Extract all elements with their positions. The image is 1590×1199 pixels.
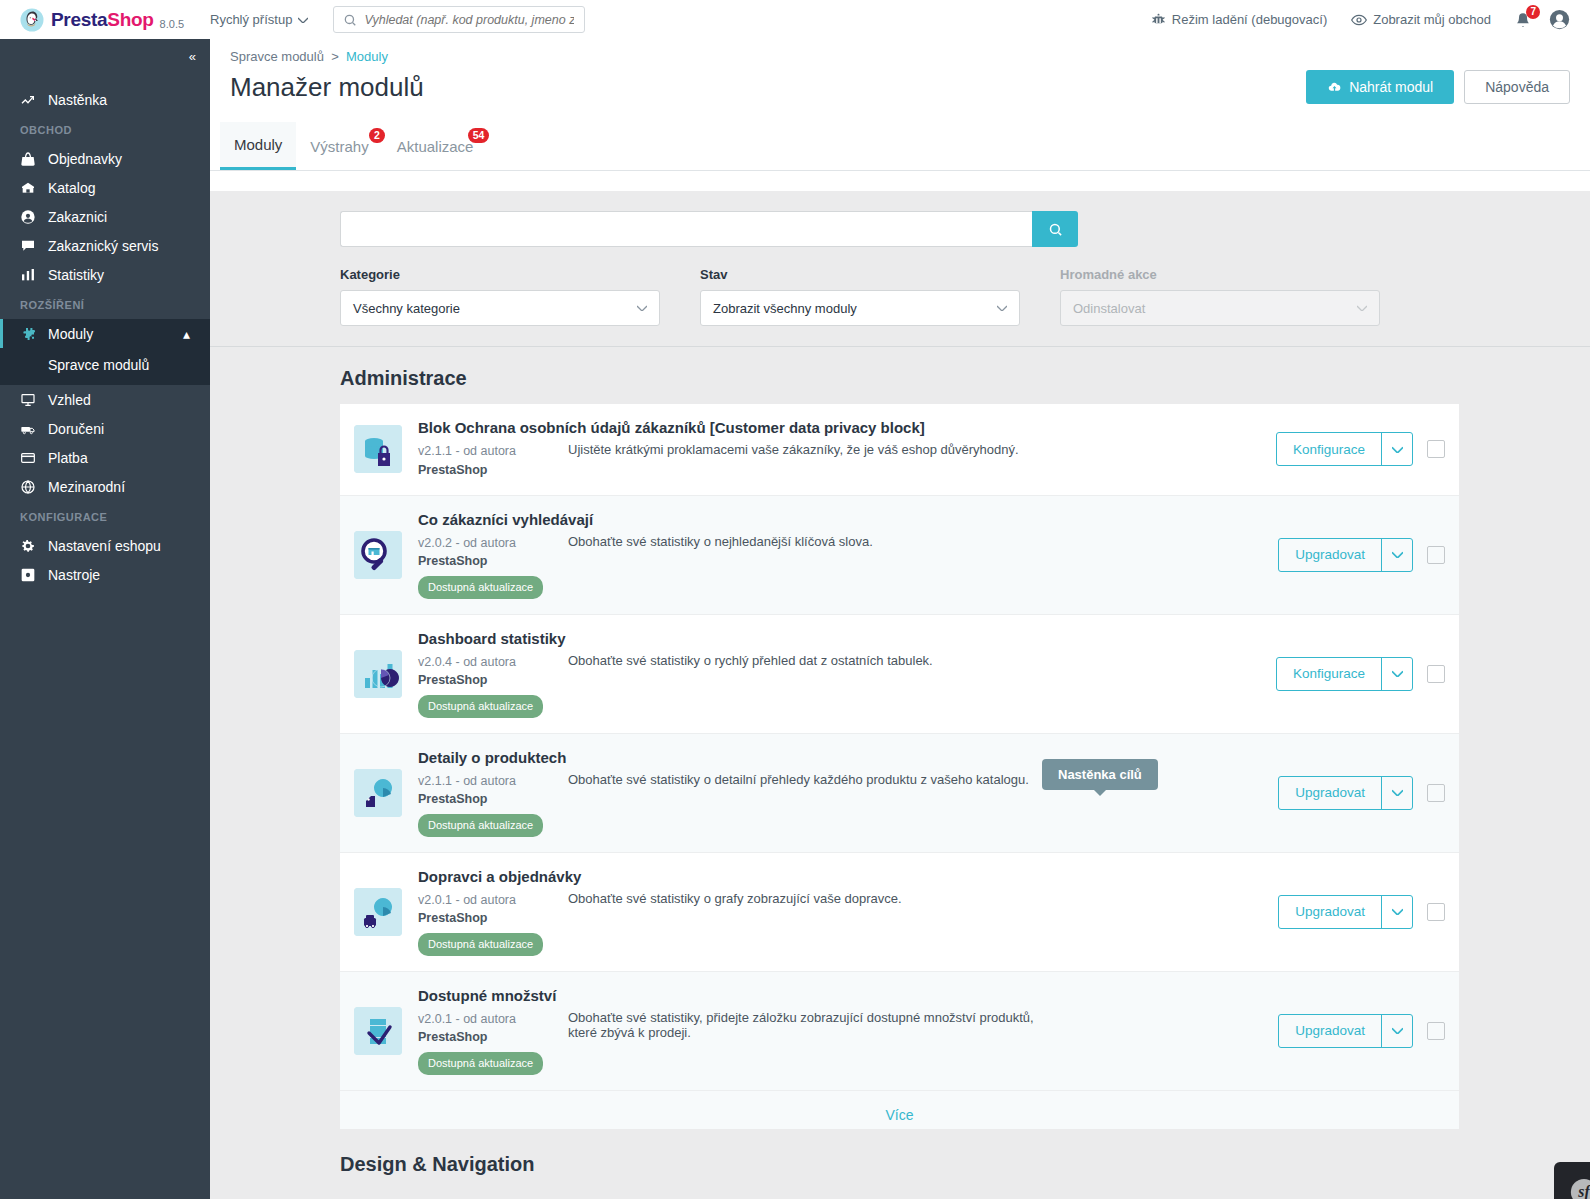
svg-text:sf: sf <box>1577 1183 1590 1199</box>
